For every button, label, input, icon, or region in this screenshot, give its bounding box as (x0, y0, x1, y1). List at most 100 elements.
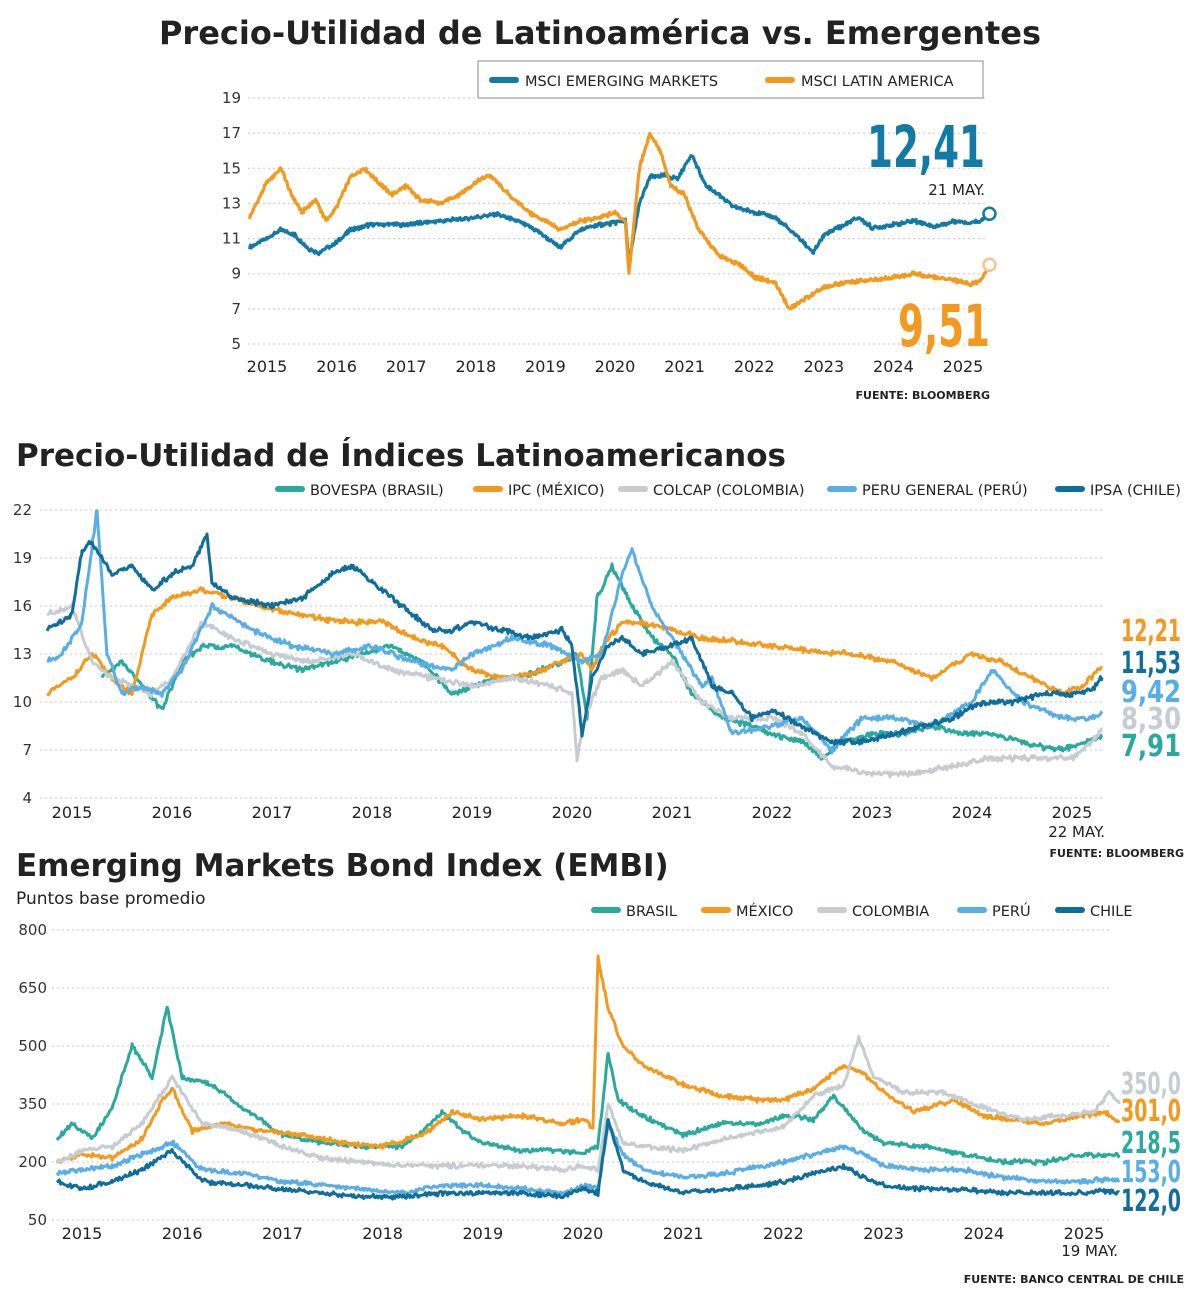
y-tick-label: 350 (18, 1095, 47, 1113)
chart3-grid (52, 929, 1110, 1221)
x-tick-label: 2022 (763, 1224, 804, 1243)
x-tick-label: 2015 (52, 803, 93, 822)
legend-label-brasil: BRASIL (626, 904, 677, 920)
chart3-y-axis: 800 650 500 350 200 50 (18, 921, 47, 1229)
y-tick-label: 19 (13, 549, 32, 567)
end-value-label: 153,0 (1121, 1155, 1181, 1190)
legend-label-bovespa-brasil: BOVESPA (BRASIL) (310, 483, 444, 499)
chart2-y-axis: 22 19 16 13 10 7 4 (13, 501, 32, 807)
legend-label-mexico: MÉXICO (736, 903, 793, 920)
y-tick-label: 4 (22, 789, 32, 807)
x-tick-label: 2016 (162, 1224, 203, 1243)
y-tick-label: 13 (13, 645, 32, 663)
legend-label-peru: PERÚ (992, 902, 1031, 920)
x-tick-label: 2016 (316, 357, 357, 376)
end-value-label: 7,91 (1121, 729, 1181, 764)
chart3-end-date: 19 MAY. (1061, 1242, 1118, 1260)
x-tick-label: 2017 (252, 803, 293, 822)
chart3-x-axis: 2015 2016 2017 2018 2019 2020 2021 2022 2023 2024… (62, 1224, 1105, 1243)
series-line-msci-latin-america (248, 131, 991, 311)
y-tick-label: 200 (18, 1153, 47, 1171)
end-value-label: 301,0 (1121, 1094, 1181, 1129)
y-tick-label: 7 (231, 300, 241, 318)
chart3-series (55, 954, 1121, 1201)
y-tick-label: 15 (222, 159, 241, 177)
end-marker-msci-latin-america (982, 257, 997, 273)
legend-label-colombia: COLOMBIA (852, 904, 929, 920)
series-line-brasil (55, 1005, 1121, 1167)
x-tick-label: 2020 (552, 803, 593, 822)
x-tick-label: 2016 (152, 803, 193, 822)
x-tick-label: 2021 (652, 803, 693, 822)
end-value-label: 12,21 (1121, 614, 1181, 649)
x-tick-label: 2025 (1064, 1224, 1105, 1243)
series-line-bovespa-brasil (100, 562, 1104, 761)
x-tick-label: 2019 (525, 357, 566, 376)
x-tick-label: 2015 (62, 1224, 103, 1243)
chart2-title: Precio-Utilidad de Índices Latinoamerica… (16, 438, 786, 474)
series-line-msci-emerging-markets (248, 154, 991, 266)
chart2-end-date: 22 MAY. (1048, 823, 1105, 841)
legend-label-peru-general-peru: PERU GENERAL (PERÚ) (862, 481, 1028, 499)
x-tick-label: 2022 (752, 803, 793, 822)
y-tick-label: 11 (222, 230, 241, 248)
chart1-source: FUENTE: BLOOMBERG (856, 389, 990, 402)
legend-label-ipc-mexico: IPC (MÉXICO) (508, 482, 605, 499)
chart1-legend-box (477, 60, 984, 99)
x-tick-label: 2017 (386, 357, 427, 376)
y-tick-label: 800 (18, 921, 47, 939)
chart1-y-axis: 19 17 15 13 11 9 7 5 (222, 89, 241, 353)
legend-label-msci-em: MSCI EMERGING MARKETS (525, 74, 718, 90)
y-tick-label: 50 (28, 1211, 47, 1229)
legend-label-ipsa-chile: IPSA (CHILE) (1090, 483, 1181, 499)
y-tick-label: 5 (231, 335, 241, 353)
end-value-label: 350,0 (1121, 1067, 1181, 1102)
series-line-mexico (55, 954, 1121, 1164)
x-tick-label: 2023 (863, 1224, 904, 1243)
y-tick-label: 22 (13, 501, 32, 519)
x-tick-label: 2017 (262, 1224, 303, 1243)
x-tick-label: 2020 (563, 1224, 604, 1243)
end-value-label: 11,53 (1121, 646, 1181, 681)
x-tick-label: 2019 (462, 1224, 503, 1243)
x-tick-label: 2020 (595, 357, 636, 376)
y-tick-label: 650 (18, 979, 47, 997)
x-tick-label: 2022 (734, 357, 775, 376)
chart1-series (248, 131, 997, 311)
chart1-end-label-latam: 9,51 (898, 292, 990, 360)
chart1-legend: MSCI EMERGING MARKETS MSCI LATIN AMERICA (477, 60, 984, 99)
x-tick-label: 2018 (352, 803, 393, 822)
y-tick-label: 500 (18, 1037, 47, 1055)
chart1-end-label-em: 12,41 (867, 113, 985, 181)
legend-label-chile: CHILE (1090, 904, 1133, 920)
x-tick-label: 2024 (963, 1224, 1004, 1243)
x-tick-label: 2025 (943, 357, 984, 376)
series-line-colombia (55, 1034, 1121, 1174)
chart2-x-axis: 2015 2016 2017 2018 2019 2020 2021 2022 2023 2024… (52, 803, 1093, 822)
x-tick-label: 2018 (362, 1224, 403, 1243)
chart1-x-axis: 2015 2016 2017 2018 2019 2020 2021 2022 2023 2024… (247, 357, 984, 376)
y-tick-label: 7 (22, 741, 32, 759)
chart3-title: Emerging Markets Bond Index (EMBI) (16, 848, 669, 884)
end-value-label: 218,5 (1121, 1126, 1181, 1161)
x-tick-label: 2025 (1052, 803, 1093, 822)
chart1-end-date: 21 MAY. (928, 181, 985, 199)
x-tick-label: 2015 (247, 357, 288, 376)
chart1-title: Precio-Utilidad de Latinoamérica vs. Eme… (159, 14, 1041, 52)
chart3-subtitle: Puntos base promedio (16, 889, 206, 909)
y-tick-label: 19 (222, 89, 241, 107)
legend-label-msci-latam: MSCI LATIN AMERICA (801, 74, 954, 90)
legend-label-colcap-colombia: COLCAP (COLOMBIA) (653, 483, 805, 499)
chart2-source: FUENTE: BLOOMBERG (1050, 847, 1184, 860)
x-tick-label: 2019 (452, 803, 493, 822)
chart2-series (45, 509, 1104, 779)
y-tick-label: 16 (13, 597, 32, 615)
end-value-label: 9,42 (1121, 675, 1181, 710)
y-tick-label: 13 (222, 194, 241, 212)
end-marker-msci-emerging-markets (982, 206, 997, 222)
chart3-source: FUENTE: BANCO CENTRAL DE CHILE (964, 1273, 1184, 1286)
chart3-legend: BRASIL MÉXICO COLOMBIA PERÚ CHILE (591, 902, 1133, 920)
